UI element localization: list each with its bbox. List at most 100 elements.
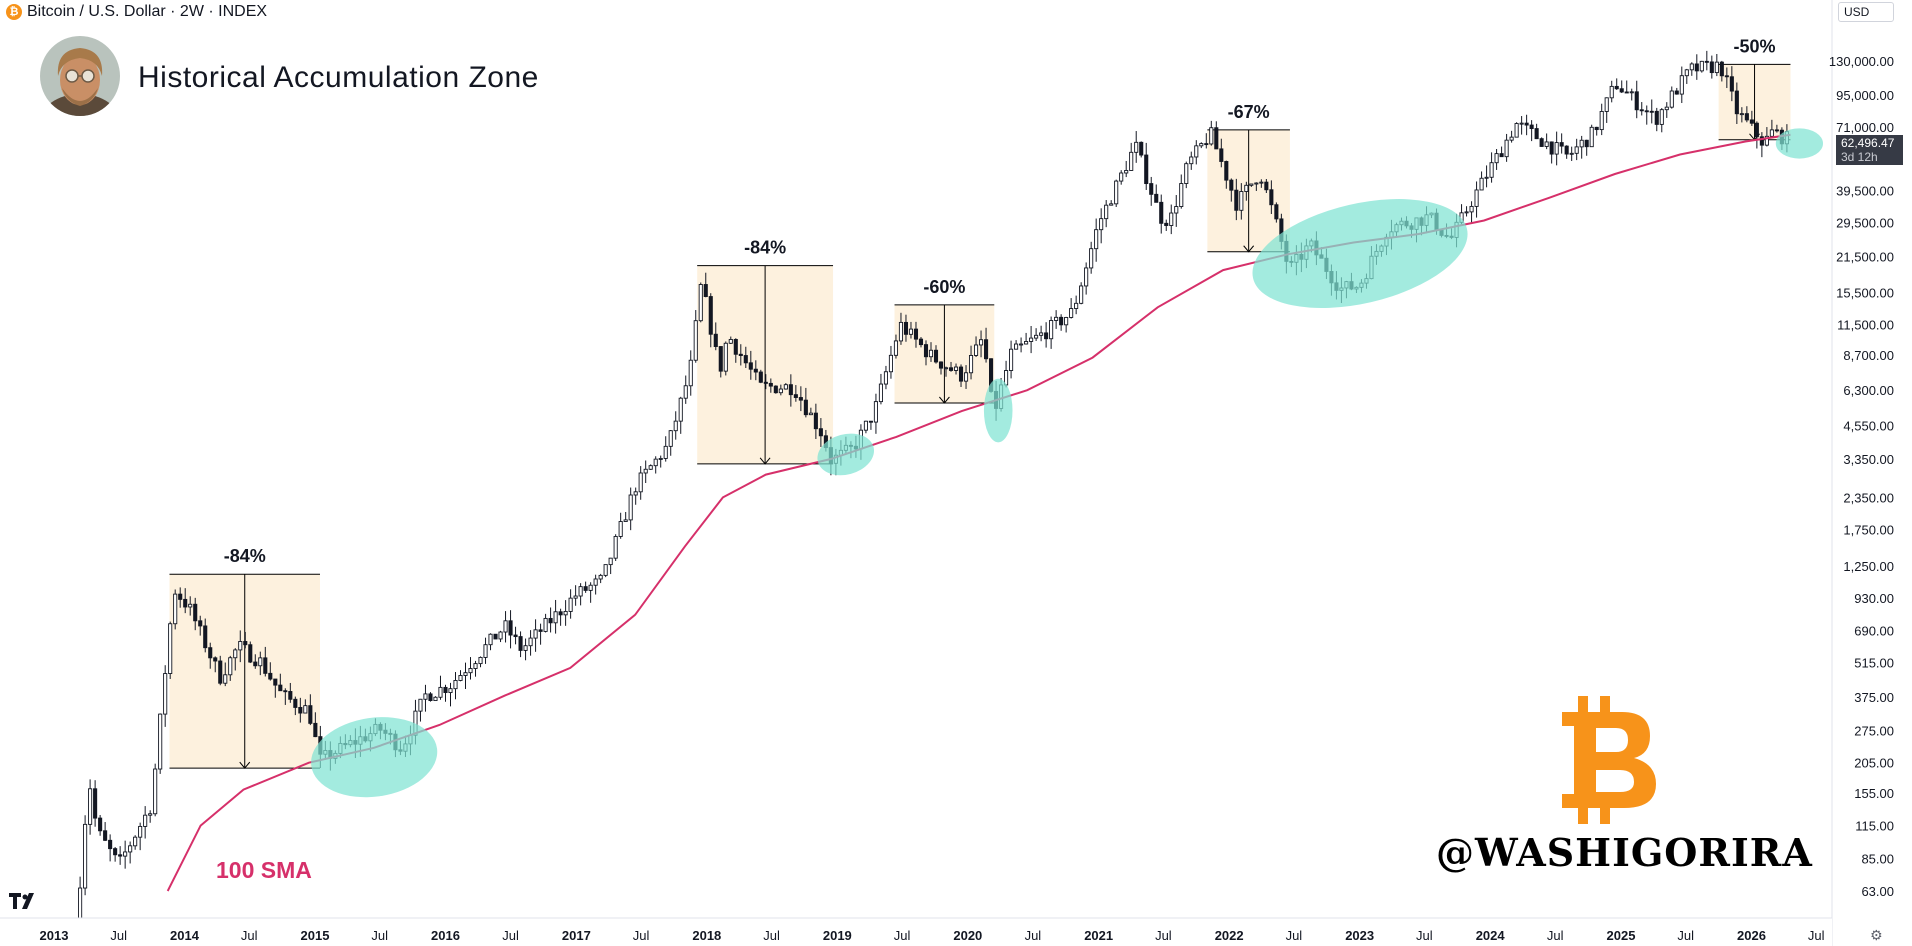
- candle-body: [943, 367, 949, 370]
- candle-body: [1759, 136, 1764, 146]
- candle-body: [933, 349, 939, 363]
- candle-body: [733, 339, 738, 355]
- candle-body: [1069, 308, 1074, 318]
- drawdown-label: -50%: [1734, 36, 1776, 56]
- candle-body: [1654, 110, 1659, 125]
- candle-body: [1269, 189, 1274, 206]
- candle-body: [1184, 163, 1189, 184]
- time-tick-label: 2025: [1607, 928, 1636, 943]
- candle-body: [938, 361, 944, 369]
- candle-body: [1684, 69, 1689, 77]
- candle-body: [278, 684, 283, 692]
- candle-body: [728, 339, 733, 344]
- candle-body: [168, 623, 173, 674]
- candle-body: [703, 284, 708, 297]
- candle-body: [1734, 90, 1739, 115]
- candle-body: [243, 641, 248, 646]
- candle-body: [223, 674, 228, 684]
- currency-selector[interactable]: USD: [1838, 2, 1894, 22]
- candle-body: [1254, 182, 1259, 185]
- candle-body: [1119, 172, 1124, 182]
- candle-body: [173, 593, 178, 625]
- candle-body: [633, 491, 638, 496]
- candle-body: [1059, 316, 1064, 326]
- candle-body: [808, 412, 813, 416]
- candle-body: [608, 557, 613, 566]
- price-tick-label: 11,500.00: [1837, 318, 1894, 333]
- candle-body: [1104, 204, 1109, 220]
- time-tick-label: 2024: [1476, 928, 1506, 943]
- candle-body: [133, 836, 138, 847]
- price-tick-label: 2,350.00: [1843, 490, 1894, 505]
- candle-body: [1689, 63, 1694, 71]
- candle-body: [1099, 218, 1104, 231]
- tradingview-logo-icon[interactable]: [9, 893, 39, 914]
- candle-body: [603, 564, 608, 576]
- candle-body: [908, 328, 914, 335]
- candle-body: [1264, 181, 1269, 191]
- candle-body: [1174, 206, 1179, 214]
- avatar: [40, 36, 120, 116]
- candle-body: [1574, 146, 1579, 154]
- price-tick-label: 8,700.00: [1843, 348, 1894, 363]
- candle-body: [803, 399, 808, 416]
- candle-body: [1029, 337, 1034, 342]
- drawdown-label: -67%: [1228, 102, 1270, 122]
- candle-body: [868, 420, 873, 423]
- candle-body: [253, 661, 258, 667]
- candle-body: [293, 698, 298, 708]
- candle-body: [1594, 126, 1599, 131]
- candle-body: [493, 633, 498, 640]
- candle-body: [103, 830, 108, 841]
- candle-body: [1719, 61, 1724, 77]
- time-tick-label: Jul: [1025, 928, 1042, 943]
- candle-body: [508, 620, 513, 636]
- candle-body: [798, 397, 803, 401]
- accumulation-zone: [1252, 199, 1468, 308]
- price-tick-label: 375.00: [1854, 690, 1894, 705]
- gear-icon[interactable]: ⚙: [1870, 927, 1883, 943]
- candle-body: [1134, 141, 1139, 153]
- price-tick-label: 115.00: [1855, 819, 1894, 834]
- candle-body: [93, 788, 98, 819]
- candle-body: [758, 371, 763, 383]
- time-tick-label: 2021: [1084, 928, 1113, 943]
- candle-body: [1049, 320, 1054, 340]
- price-tick-label: 130,000.00: [1829, 54, 1894, 69]
- candle-body: [1704, 60, 1709, 63]
- candle-body: [713, 333, 718, 347]
- candle-body: [613, 536, 618, 559]
- drawdown-arrow-head: [1243, 245, 1255, 253]
- candle-body: [1729, 76, 1734, 92]
- candle-body: [708, 296, 713, 335]
- price-tick-label: 29,500.00: [1836, 215, 1894, 230]
- candle-body: [1274, 204, 1279, 220]
- time-tick-label: 2018: [692, 928, 721, 943]
- drawdown-label: -84%: [744, 238, 786, 258]
- candle-body: [1544, 141, 1549, 147]
- drawdown-arrow-head: [759, 457, 771, 465]
- candle-body: [1534, 128, 1539, 140]
- candle-body: [1464, 211, 1469, 214]
- candle-body: [1569, 152, 1574, 155]
- candle-body: [273, 678, 278, 686]
- candle-body: [258, 657, 263, 667]
- candle-body: [1669, 90, 1674, 108]
- symbol-header[interactable]: ₿ Bitcoin / U.S. Dollar · 2W · INDEX: [6, 2, 267, 22]
- time-tick-label: Jul: [1286, 928, 1303, 943]
- time-tick-label: 2022: [1215, 928, 1244, 943]
- candles-layer: [78, 50, 1789, 945]
- candle-body: [1044, 332, 1049, 340]
- candle-body: [1494, 153, 1499, 164]
- candle-body: [1224, 161, 1229, 181]
- candle-body: [578, 586, 583, 597]
- candle-body: [788, 384, 793, 396]
- candle-body: [1139, 141, 1144, 156]
- price-tick-label: 95,000.00: [1836, 88, 1894, 103]
- candle-body: [513, 634, 518, 638]
- time-axis[interactable]: 2013 Jul 2014 Jul 2015 Jul 2016 Jul 2017 Jul 2018 J…: [0, 917, 1832, 946]
- candle-body: [753, 368, 758, 373]
- candle-body: [1199, 143, 1204, 147]
- drawdown-labels-layer: -84% -84% -60% -67% -50%: [224, 36, 1776, 566]
